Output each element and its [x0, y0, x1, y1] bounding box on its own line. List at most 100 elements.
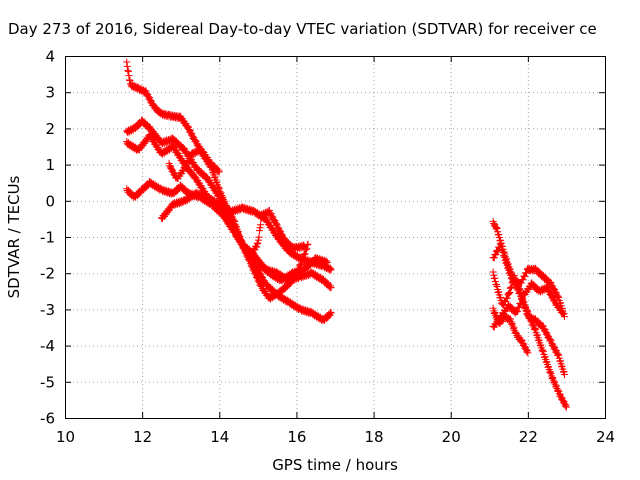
data-point [295, 265, 303, 273]
data-point [215, 168, 223, 176]
x-tick-label: 16 [287, 428, 306, 446]
data-point [179, 167, 187, 175]
data-point [545, 363, 553, 371]
data-point [490, 271, 498, 279]
data-point [495, 288, 503, 296]
data-point [560, 368, 568, 376]
data-point [539, 322, 547, 330]
x-tick-labels: 10 12 14 16 18 20 22 24 [56, 428, 615, 446]
data-point [254, 236, 262, 244]
series-arc-5 [157, 188, 335, 274]
y-tick-label: -2 [40, 265, 55, 283]
y-tick-label: -5 [40, 373, 55, 391]
data-point [124, 67, 132, 75]
data-point [244, 256, 252, 264]
data-point [288, 277, 296, 285]
data-point [327, 282, 335, 290]
data-point [497, 242, 505, 250]
x-tick-label: 22 [519, 428, 538, 446]
y-tick-label: -1 [40, 229, 55, 247]
data-point [558, 362, 566, 370]
data-point [492, 251, 500, 259]
data-point [185, 157, 193, 165]
data-point [516, 286, 524, 294]
x-tick-label: 14 [210, 428, 229, 446]
data-point [184, 122, 192, 130]
data-point [512, 328, 520, 336]
data-point [554, 386, 562, 394]
y-tick-label: 1 [45, 156, 55, 174]
y-tick-label: 3 [45, 84, 55, 102]
data-point [523, 348, 531, 356]
data-point [493, 225, 501, 233]
data-point [126, 77, 134, 85]
data-point [555, 293, 563, 301]
data-point [506, 289, 514, 296]
data-point [517, 336, 525, 344]
data-point [297, 260, 305, 268]
data-point [253, 243, 261, 251]
y-tick-label: -6 [40, 410, 55, 428]
data-point [501, 254, 509, 262]
grid-lines [65, 56, 605, 418]
data-point [556, 357, 564, 365]
data-point [524, 349, 532, 357]
data-point [539, 348, 547, 356]
data-point [216, 206, 224, 214]
data-point [554, 350, 562, 358]
data-point [494, 247, 502, 255]
x-tick-label: 24 [596, 428, 615, 446]
data-point [257, 221, 265, 229]
data-point [561, 313, 568, 321]
plot-frame [65, 56, 606, 419]
data-point [213, 178, 221, 186]
data-point [327, 284, 335, 292]
data-point [561, 402, 569, 410]
data-point [521, 272, 529, 280]
x-tick-label: 20 [442, 428, 461, 446]
data-point [546, 368, 554, 376]
data-point [504, 264, 512, 272]
data-point [489, 268, 497, 276]
y-tick-label: -3 [40, 301, 55, 319]
y-tick-label: 4 [45, 48, 55, 66]
data-point [517, 299, 525, 307]
data-point [325, 265, 333, 273]
data-point [505, 289, 513, 297]
data-point [255, 233, 263, 241]
data-point [215, 166, 223, 174]
data-point [546, 368, 554, 376]
data-point [214, 184, 222, 192]
data-points [123, 58, 570, 411]
data-point [513, 307, 521, 315]
data-point [303, 245, 311, 253]
data-point [541, 353, 549, 361]
data-point [125, 76, 133, 84]
data-point [327, 264, 335, 272]
data-point [531, 325, 539, 333]
data-point [226, 212, 234, 220]
y-tick-label: 0 [45, 192, 55, 210]
data-point [543, 358, 551, 366]
data-point [503, 294, 511, 302]
data-point [273, 220, 281, 228]
data-point [519, 295, 527, 303]
data-point [506, 269, 514, 277]
series-arc-10 [489, 268, 568, 379]
data-point [203, 173, 211, 181]
chart-title: Day 273 of 2016, Sidereal Day-to-day VTE… [8, 20, 597, 38]
data-point [211, 173, 219, 181]
data-point [327, 309, 335, 317]
data-point [327, 308, 335, 316]
data-point [301, 250, 309, 258]
data-point [559, 309, 567, 317]
series-arc-7 [215, 196, 312, 303]
data-point [256, 227, 264, 235]
data-point [515, 303, 523, 311]
data-point [546, 336, 554, 344]
data-point [299, 255, 307, 263]
series-arc-12 [489, 304, 532, 357]
series-arc-1 [123, 58, 223, 176]
data-point [519, 276, 527, 284]
